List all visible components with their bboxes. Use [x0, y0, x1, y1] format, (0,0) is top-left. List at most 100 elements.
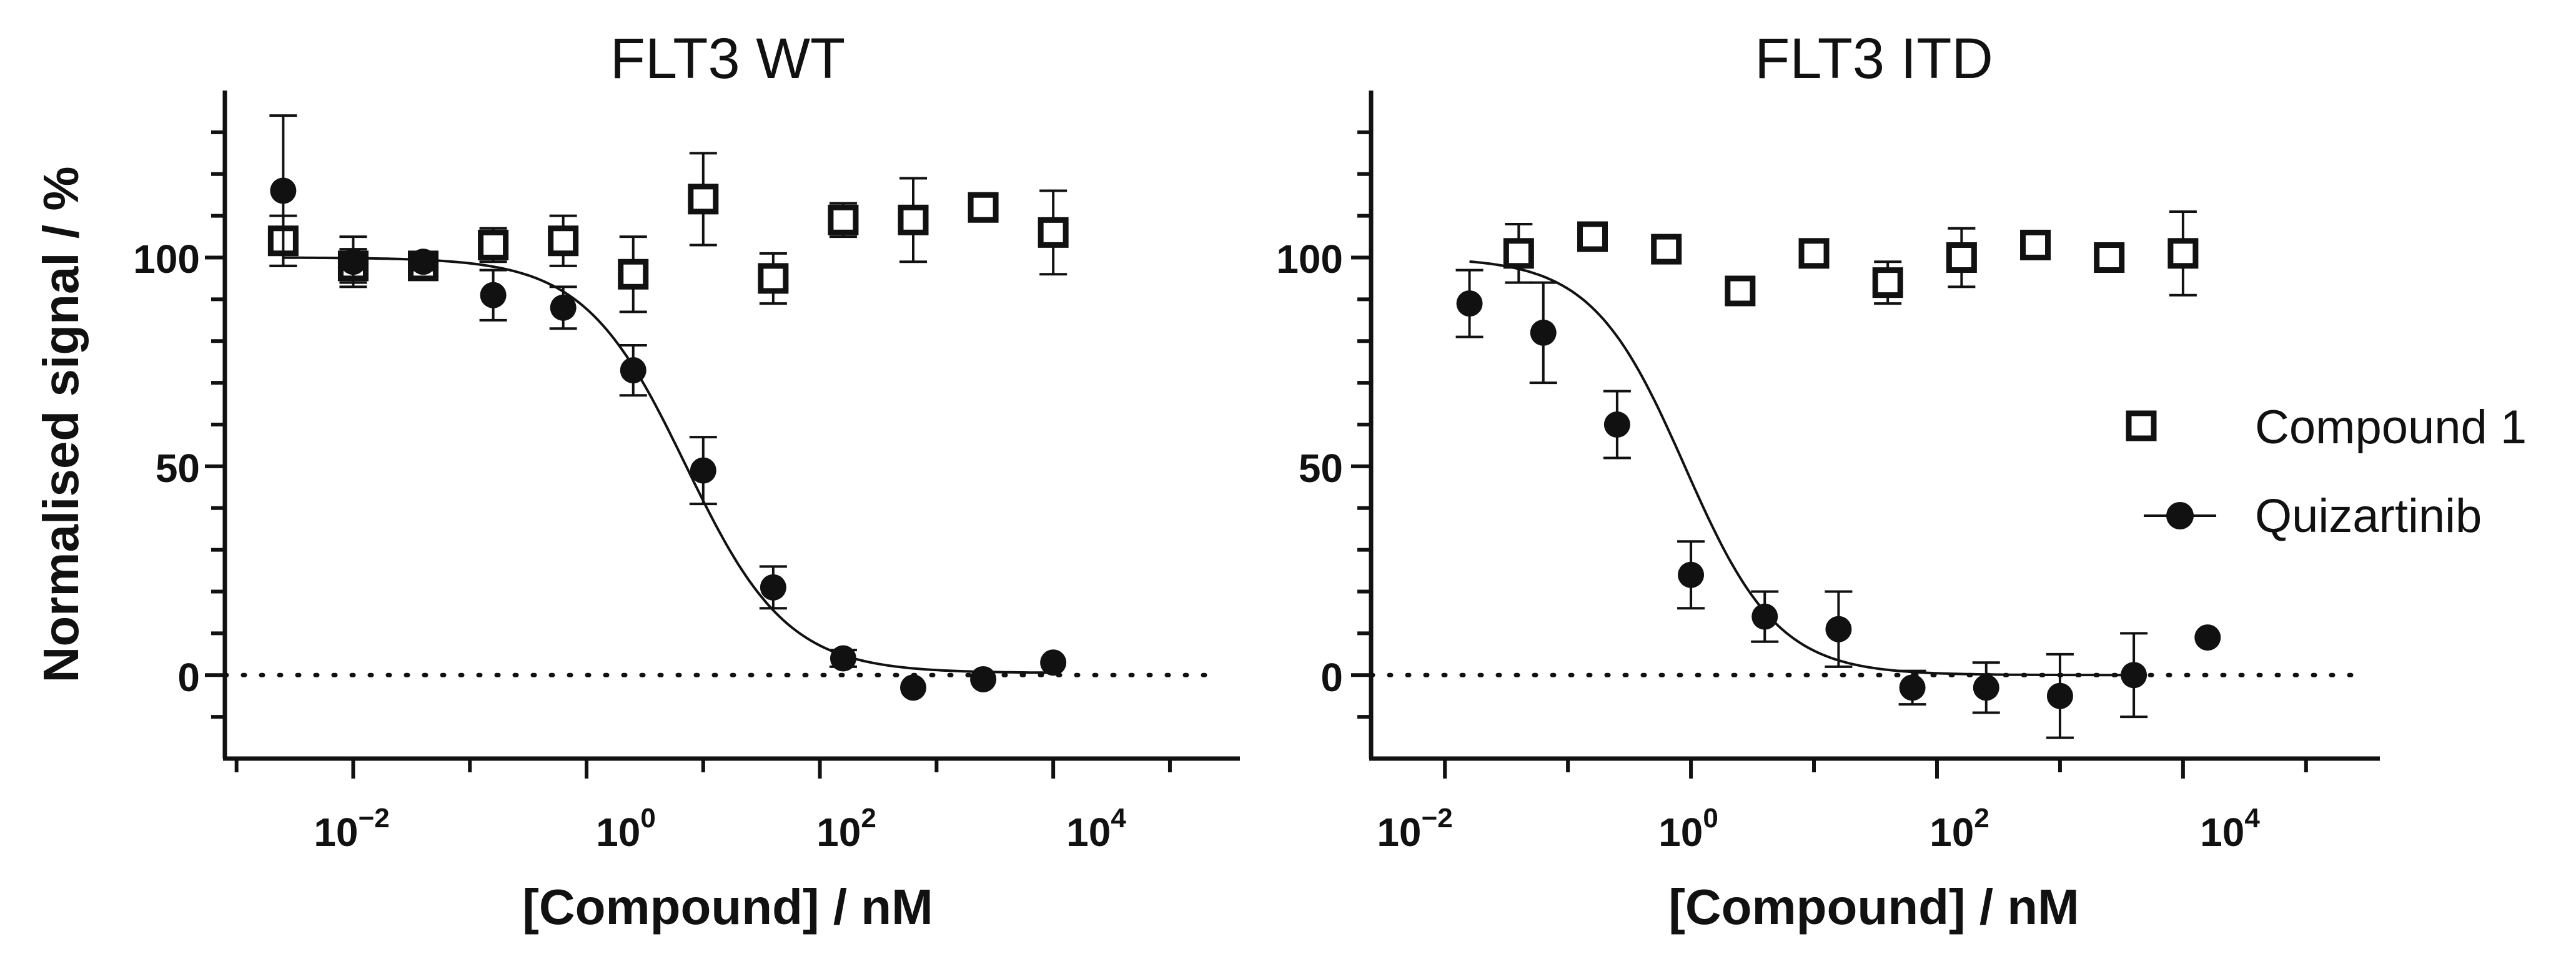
- quizartinib-marker: [830, 645, 856, 672]
- compound-1-marker: [1946, 242, 1977, 273]
- quizartinib-marker: [2194, 624, 2221, 651]
- quizartinib-marker: [1899, 674, 1926, 701]
- quizartinib-fit-curve: [283, 256, 1054, 674]
- compound-1-point: [2167, 210, 2199, 297]
- compound-1-point: [1946, 227, 1977, 288]
- panel-flt3-itd: FLT3 ITD [Compound] / nM 0 50 100 10−2 1…: [1276, 27, 2527, 935]
- compound-1-marker: [1798, 238, 1830, 269]
- legend-circle-marker: [2166, 502, 2194, 529]
- quizartinib-point: [409, 248, 437, 275]
- compound-1-marker: [1725, 275, 1756, 307]
- quizartinib-marker: [1040, 649, 1067, 676]
- compound-1-point: [1577, 221, 1608, 252]
- compound-1-marker: [2020, 229, 2051, 260]
- quizartinib-point: [269, 114, 297, 267]
- quizartinib-marker: [1530, 319, 1557, 346]
- quizartinib-marker: [1456, 290, 1483, 317]
- y-tick-label: 0: [1320, 655, 1343, 700]
- quizartinib-point: [1972, 661, 2000, 714]
- x-tick-label: 102: [1930, 803, 1989, 855]
- quizartinib-marker: [1603, 411, 1630, 438]
- compound-1-point: [688, 152, 719, 247]
- compound-1-marker: [1577, 221, 1608, 252]
- quizartinib-point: [2120, 632, 2148, 719]
- quizartinib-marker: [1973, 674, 1999, 701]
- quizartinib-point: [689, 436, 717, 506]
- quizartinib-marker: [900, 674, 927, 701]
- quizartinib-marker: [1678, 561, 1705, 588]
- compound-1-marker: [478, 229, 509, 260]
- compound-1-marker: [898, 204, 929, 235]
- compound-1-marker: [1651, 234, 1682, 265]
- compound-1-point: [1038, 189, 1069, 276]
- compound-1-marker: [688, 184, 719, 215]
- x-axis-label: [Compound] / nM: [522, 879, 933, 935]
- compound-1-point: [898, 177, 929, 263]
- quizartinib-point: [1825, 590, 1853, 668]
- quizartinib-point: [339, 235, 367, 288]
- compound-1-marker: [828, 204, 859, 235]
- quizartinib-point: [970, 666, 997, 692]
- compound-1-point: [758, 252, 789, 305]
- quizartinib-point: [1603, 390, 1631, 460]
- y-tick-label: 50: [156, 446, 200, 491]
- x-tick-labels: 10−2 100 102 104: [1377, 803, 2260, 855]
- chart-title: FLT3 ITD: [1755, 27, 1993, 91]
- x-tick-label: 102: [816, 803, 876, 855]
- compound-1-marker: [758, 263, 789, 294]
- quizartinib-marker: [1825, 616, 1852, 642]
- compound-1-point: [2094, 242, 2125, 273]
- legend-label-compound-1: Compound 1: [2255, 401, 2527, 454]
- compound-1-marker: [2094, 242, 2125, 273]
- compound-1-point: [618, 235, 649, 313]
- quizartinib-marker: [2121, 662, 2147, 689]
- compound-1-point: [828, 202, 859, 238]
- compound-1-point: [2020, 229, 2051, 260]
- quizartinib-fit-curve: [1469, 260, 2134, 677]
- axes: [1351, 91, 2380, 779]
- y-tick-label: 100: [133, 237, 200, 282]
- x-tick-labels: 10−2 100 102 104: [314, 803, 1126, 855]
- compound-1-point: [548, 214, 579, 267]
- quizartinib-point: [2194, 624, 2221, 651]
- plot-area: [1369, 210, 2357, 739]
- compound-1-marker: [618, 258, 649, 290]
- x-tick-label: 104: [1066, 803, 1126, 855]
- quizartinib-point: [1677, 540, 1705, 610]
- compound-1-marker: [1872, 267, 1903, 298]
- quizartinib-point: [549, 285, 577, 330]
- compound-1-point: [1651, 234, 1682, 265]
- y-tick-label: 0: [177, 655, 200, 700]
- quizartinib-marker: [690, 457, 716, 484]
- y-tick-labels: 0 50 100: [133, 237, 200, 700]
- y-tick-label: 50: [1299, 446, 1343, 491]
- y-tick-labels: 0 50 100: [1276, 237, 1343, 700]
- x-tick-label: 10−2: [314, 803, 389, 855]
- quizartinib-point: [1529, 281, 1557, 385]
- compound-1-point: [1798, 238, 1830, 269]
- panel-flt3-wt: FLT3 WT [Compound] / nM Normalised signa…: [33, 27, 1240, 935]
- x-tick-label: 100: [1658, 803, 1718, 855]
- quizartinib-marker: [620, 357, 646, 384]
- compound-1-marker: [1503, 238, 1534, 269]
- quizartinib-marker: [2046, 682, 2073, 709]
- quizartinib-marker: [480, 282, 507, 308]
- quizartinib-point: [2046, 652, 2074, 739]
- x-tick-label: 10−2: [1377, 803, 1452, 855]
- quizartinib-point: [900, 674, 927, 701]
- legend-square-marker: [2126, 410, 2157, 441]
- compound-1-marker: [548, 225, 579, 257]
- quizartinib-point: [759, 565, 787, 610]
- legend: Compound 1 Quizartinib: [2126, 401, 2527, 543]
- quizartinib-point: [1040, 649, 1067, 676]
- compound-1-point: [968, 192, 999, 223]
- quizartinib-marker: [270, 177, 297, 204]
- quizartinib-marker: [410, 248, 437, 275]
- quizartinib-marker: [970, 666, 997, 692]
- legend-label-quizartinib: Quizartinib: [2255, 489, 2482, 543]
- compound-1-point: [1872, 260, 1903, 305]
- quizartinib-marker: [1751, 603, 1778, 630]
- chart-title: FLT3 WT: [610, 27, 846, 91]
- quizartinib-point: [619, 343, 647, 397]
- compound-1-marker: [968, 192, 999, 223]
